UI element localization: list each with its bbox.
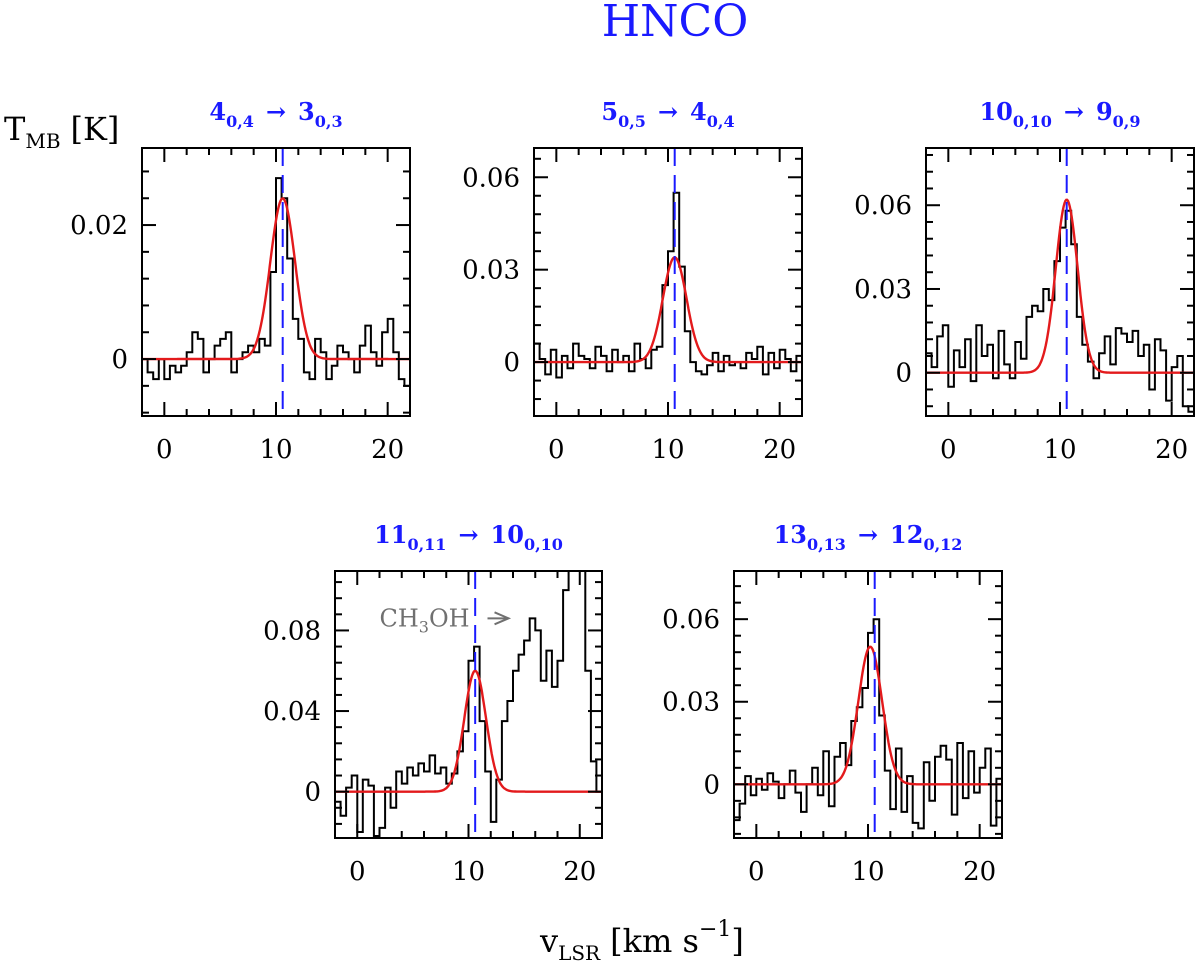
panel-title-part-p2: 5 [601, 97, 618, 126]
annotation-text: CH [380, 604, 419, 632]
panel-title-p2: 50,5 → 40,4 [601, 97, 734, 131]
panel-title-part-p5: → [858, 520, 878, 549]
gaussian-fit-p4 [335, 669, 602, 793]
xtick-label-p4: 10 [452, 857, 485, 887]
annotation-sub: 3 [419, 617, 429, 636]
xtick-label-p5: 10 [851, 857, 884, 887]
xtick-label-p3: 20 [1155, 435, 1188, 465]
panel-2: 0 10 20 0 0.03 0.06 50,5 → 40,4 [462, 97, 803, 465]
ytick-label-p3: 0 [895, 359, 912, 389]
panel-title-part-p2: 0,4 [707, 112, 735, 131]
panel-title-p3: 100,10 → 90,9 [979, 97, 1140, 131]
panel-title-part-p2: 0,5 [618, 112, 646, 131]
ytick-label-p3: 0.06 [854, 191, 912, 221]
panel-title-part-p5: 0,12 [923, 535, 962, 554]
x-axis-title: vLSR [km s−1] [539, 917, 744, 965]
ytick-label-p1: 0 [111, 345, 128, 375]
panel-title-part-p5: 12 [890, 520, 923, 549]
panel-title-part-p3: 10 [979, 97, 1012, 126]
xtick-label-p2: 0 [548, 435, 565, 465]
x-axis-title-main: v [539, 922, 558, 960]
y-axis-title: TMB [K] [4, 110, 119, 153]
panel-title-part-p3: → [1064, 97, 1084, 126]
gaussian-fit-p2 [534, 256, 802, 364]
ytick-label-p4: 0.04 [263, 697, 321, 727]
x-axis-title-unit: [km s [610, 922, 699, 960]
gaussian-fit-p3 [926, 198, 1194, 374]
xtick-label-p1: 10 [259, 435, 292, 465]
panel-title-part-p2: → [658, 97, 678, 126]
panel-title-part-p4: 11 [374, 520, 407, 549]
xtick-label-p1: 0 [156, 435, 173, 465]
xtick-label-p1: 20 [371, 435, 404, 465]
panel-title-part-p4: 0,10 [524, 535, 563, 554]
frame-p5 [733, 570, 1003, 839]
xtick-label-p3: 10 [1043, 435, 1076, 465]
panel-title-part-p1: 0,4 [226, 112, 254, 131]
spectrum-p3 [926, 209, 1194, 413]
panel-title-part-p4: → [458, 520, 478, 549]
figure-title: HNCO [602, 0, 749, 47]
panel-title-part-p3: 9 [1096, 97, 1113, 126]
x-axis-title-close: ] [731, 922, 743, 960]
x-axis-title-sub: LSR [558, 941, 601, 965]
xtick-label-p3: 0 [940, 435, 957, 465]
xtick-label-p4: 0 [349, 857, 366, 887]
spectrum-p1 [142, 177, 410, 387]
panel-title-part-p1: 4 [209, 97, 226, 126]
panel-title-part-p2: 4 [690, 97, 707, 126]
xtick-label-p2: 20 [763, 435, 796, 465]
y-axis-title-unit: [K] [71, 110, 120, 148]
panel-title-part-p1: 0,3 [315, 112, 343, 131]
y-axis-title-main: T [4, 110, 26, 148]
panel-title-part-p4: 0,11 [407, 535, 446, 554]
xtick-label-p5: 0 [748, 857, 765, 887]
ytick-label-p2: 0.03 [462, 256, 520, 286]
panel-1: 0 10 20 0 0.02 40,4 → 30,3 [70, 97, 411, 465]
xtick-label-p4: 20 [563, 857, 596, 887]
panel-title-part-p5: 13 [774, 520, 807, 549]
panel-title-part-p3: 0,10 [1013, 112, 1052, 131]
panel-title-part-p3: 0,9 [1113, 112, 1141, 131]
panel-5: 0 10 20 0 0.03 0.06 130,13 → 120,12 [662, 520, 1003, 887]
ytick-label-p5: 0.03 [662, 688, 720, 718]
ytick-label-p2: 0 [503, 348, 520, 378]
gaussian-fit-p1 [142, 197, 410, 361]
spectrum-p5 [734, 618, 1002, 830]
annotation-arrow-head [494, 611, 512, 626]
x-axis-title-exp: −1 [699, 917, 731, 942]
panel-title-part-p1: 3 [298, 97, 315, 126]
gaussian-fit-p5 [734, 645, 1002, 786]
panel-title-part-p5: 0,13 [807, 535, 846, 554]
ytick-label-p4: 0.08 [263, 616, 321, 646]
frame-p3 [925, 147, 1195, 417]
ytick-label-p4: 0 [304, 778, 321, 808]
xtick-label-p2: 10 [651, 435, 684, 465]
ytick-label-p1: 0.02 [70, 211, 128, 241]
panel-title-p4: 110,11 → 100,10 [374, 520, 563, 554]
y-axis-title-sub: MB [25, 129, 60, 153]
panel-title-p1: 40,4 → 30,3 [209, 97, 342, 131]
panel-title-part-p4: 10 [491, 520, 524, 549]
ytick-label-p3: 0.03 [854, 275, 912, 305]
xtick-label-p5: 20 [963, 857, 996, 887]
panel-title-p5: 130,13 → 120,12 [774, 520, 963, 554]
spectrum-p2 [534, 191, 802, 379]
annotation-text2: OH [429, 604, 470, 632]
ytick-label-p5: 0 [703, 770, 720, 800]
ytick-label-p2: 0.06 [462, 163, 520, 193]
ytick-label-p5: 0.06 [662, 605, 720, 635]
panel-title-part-p1: → [266, 97, 286, 126]
annotation-ch3oh: CH3OH [380, 604, 470, 636]
